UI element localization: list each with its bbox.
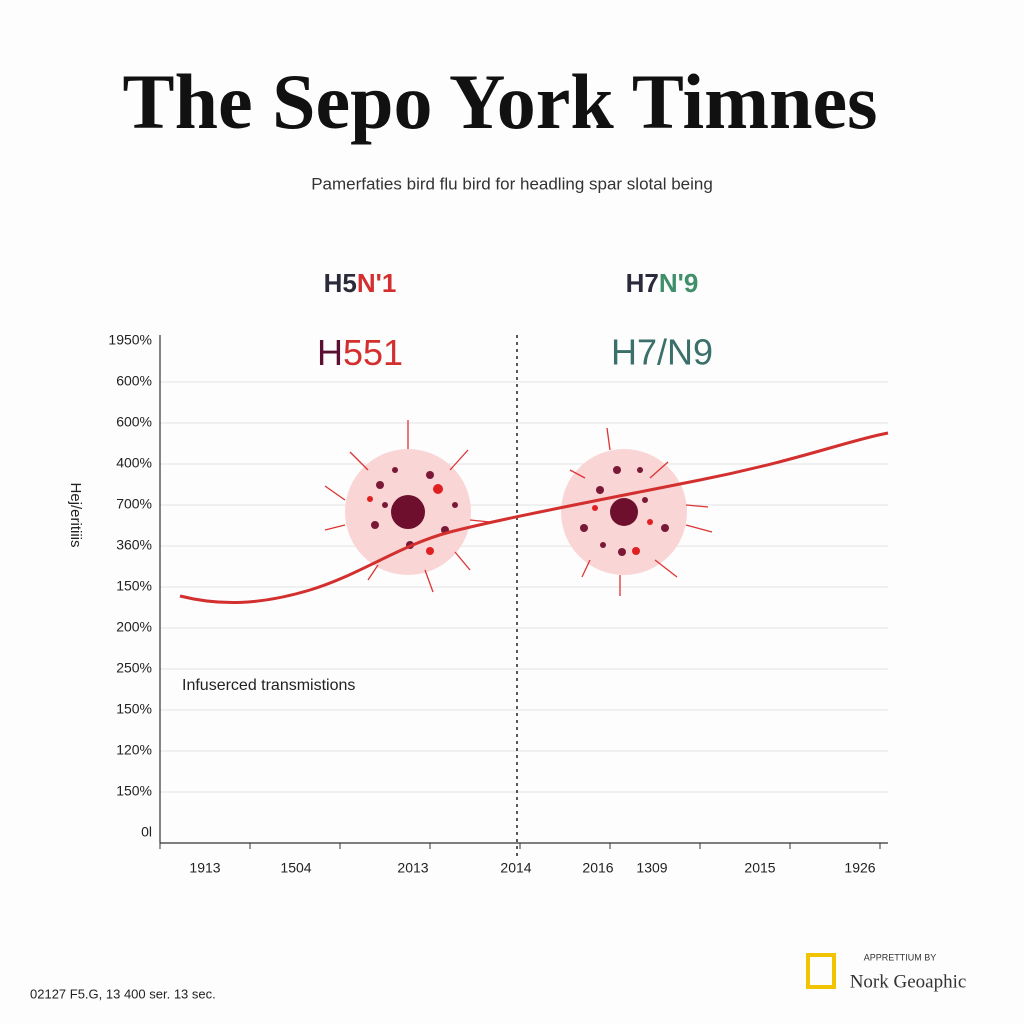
y-tick-label: 250% xyxy=(116,660,152,676)
y-tick-label: 700% xyxy=(116,496,152,512)
label-part: 551 xyxy=(343,332,403,373)
masthead: The Sepo York Timnes xyxy=(123,58,878,145)
y-tick-label: 120% xyxy=(116,742,152,758)
x-tick-label: 2013 xyxy=(397,860,428,876)
strain-label: H5N'1 xyxy=(324,268,397,298)
label-part: H7 xyxy=(626,268,659,298)
y-tick-label: 0l xyxy=(141,824,152,840)
y-tick-label: 150% xyxy=(116,701,152,717)
label-part: N'1 xyxy=(357,268,396,298)
y-tick-label: 600% xyxy=(116,414,152,430)
x-tick-label: 1309 xyxy=(636,860,667,876)
x-tick-label: 1913 xyxy=(189,860,220,876)
y-tick-label: 150% xyxy=(116,578,152,594)
x-tick-label: 2015 xyxy=(744,860,775,876)
annotation: Infuserced transmistions xyxy=(182,677,355,694)
subtitle: Pamerfaties bird flu bird for headling s… xyxy=(311,174,713,193)
trend-line xyxy=(179,431,889,605)
y-axis-title: Hej/eritiiis xyxy=(67,482,84,547)
strain-label: H551 xyxy=(317,332,403,373)
strain-label: H7/N9 xyxy=(611,332,713,373)
x-tick-label: 1926 xyxy=(844,860,875,876)
virus-icon xyxy=(324,420,491,593)
x-tick-label: 1504 xyxy=(280,860,311,876)
y-tick-label: 1950% xyxy=(108,332,152,348)
label-part: H xyxy=(317,332,343,373)
strain-label: H7N'9 xyxy=(626,268,699,298)
x-tick-label: 2016 xyxy=(582,860,613,876)
y-tick-label: 150% xyxy=(116,783,152,799)
y-tick-label: 360% xyxy=(116,537,152,553)
virus-icon xyxy=(561,427,713,596)
grid xyxy=(160,381,888,793)
x-tick-label: 2014 xyxy=(500,860,531,876)
label-part: H5 xyxy=(324,268,357,298)
credit: Nork Geoaphic xyxy=(850,971,967,992)
y-tick-label: 600% xyxy=(116,373,152,389)
credit-small: APPRETTIUM BY xyxy=(864,952,937,962)
y-tick-label: 200% xyxy=(116,619,152,635)
label-part: N'9 xyxy=(659,268,698,298)
footer-note: 02127 F5.G, 13 400 ser. 13 sec. xyxy=(30,986,216,1001)
logo-mark xyxy=(806,953,836,989)
y-tick-label: 400% xyxy=(116,455,152,471)
